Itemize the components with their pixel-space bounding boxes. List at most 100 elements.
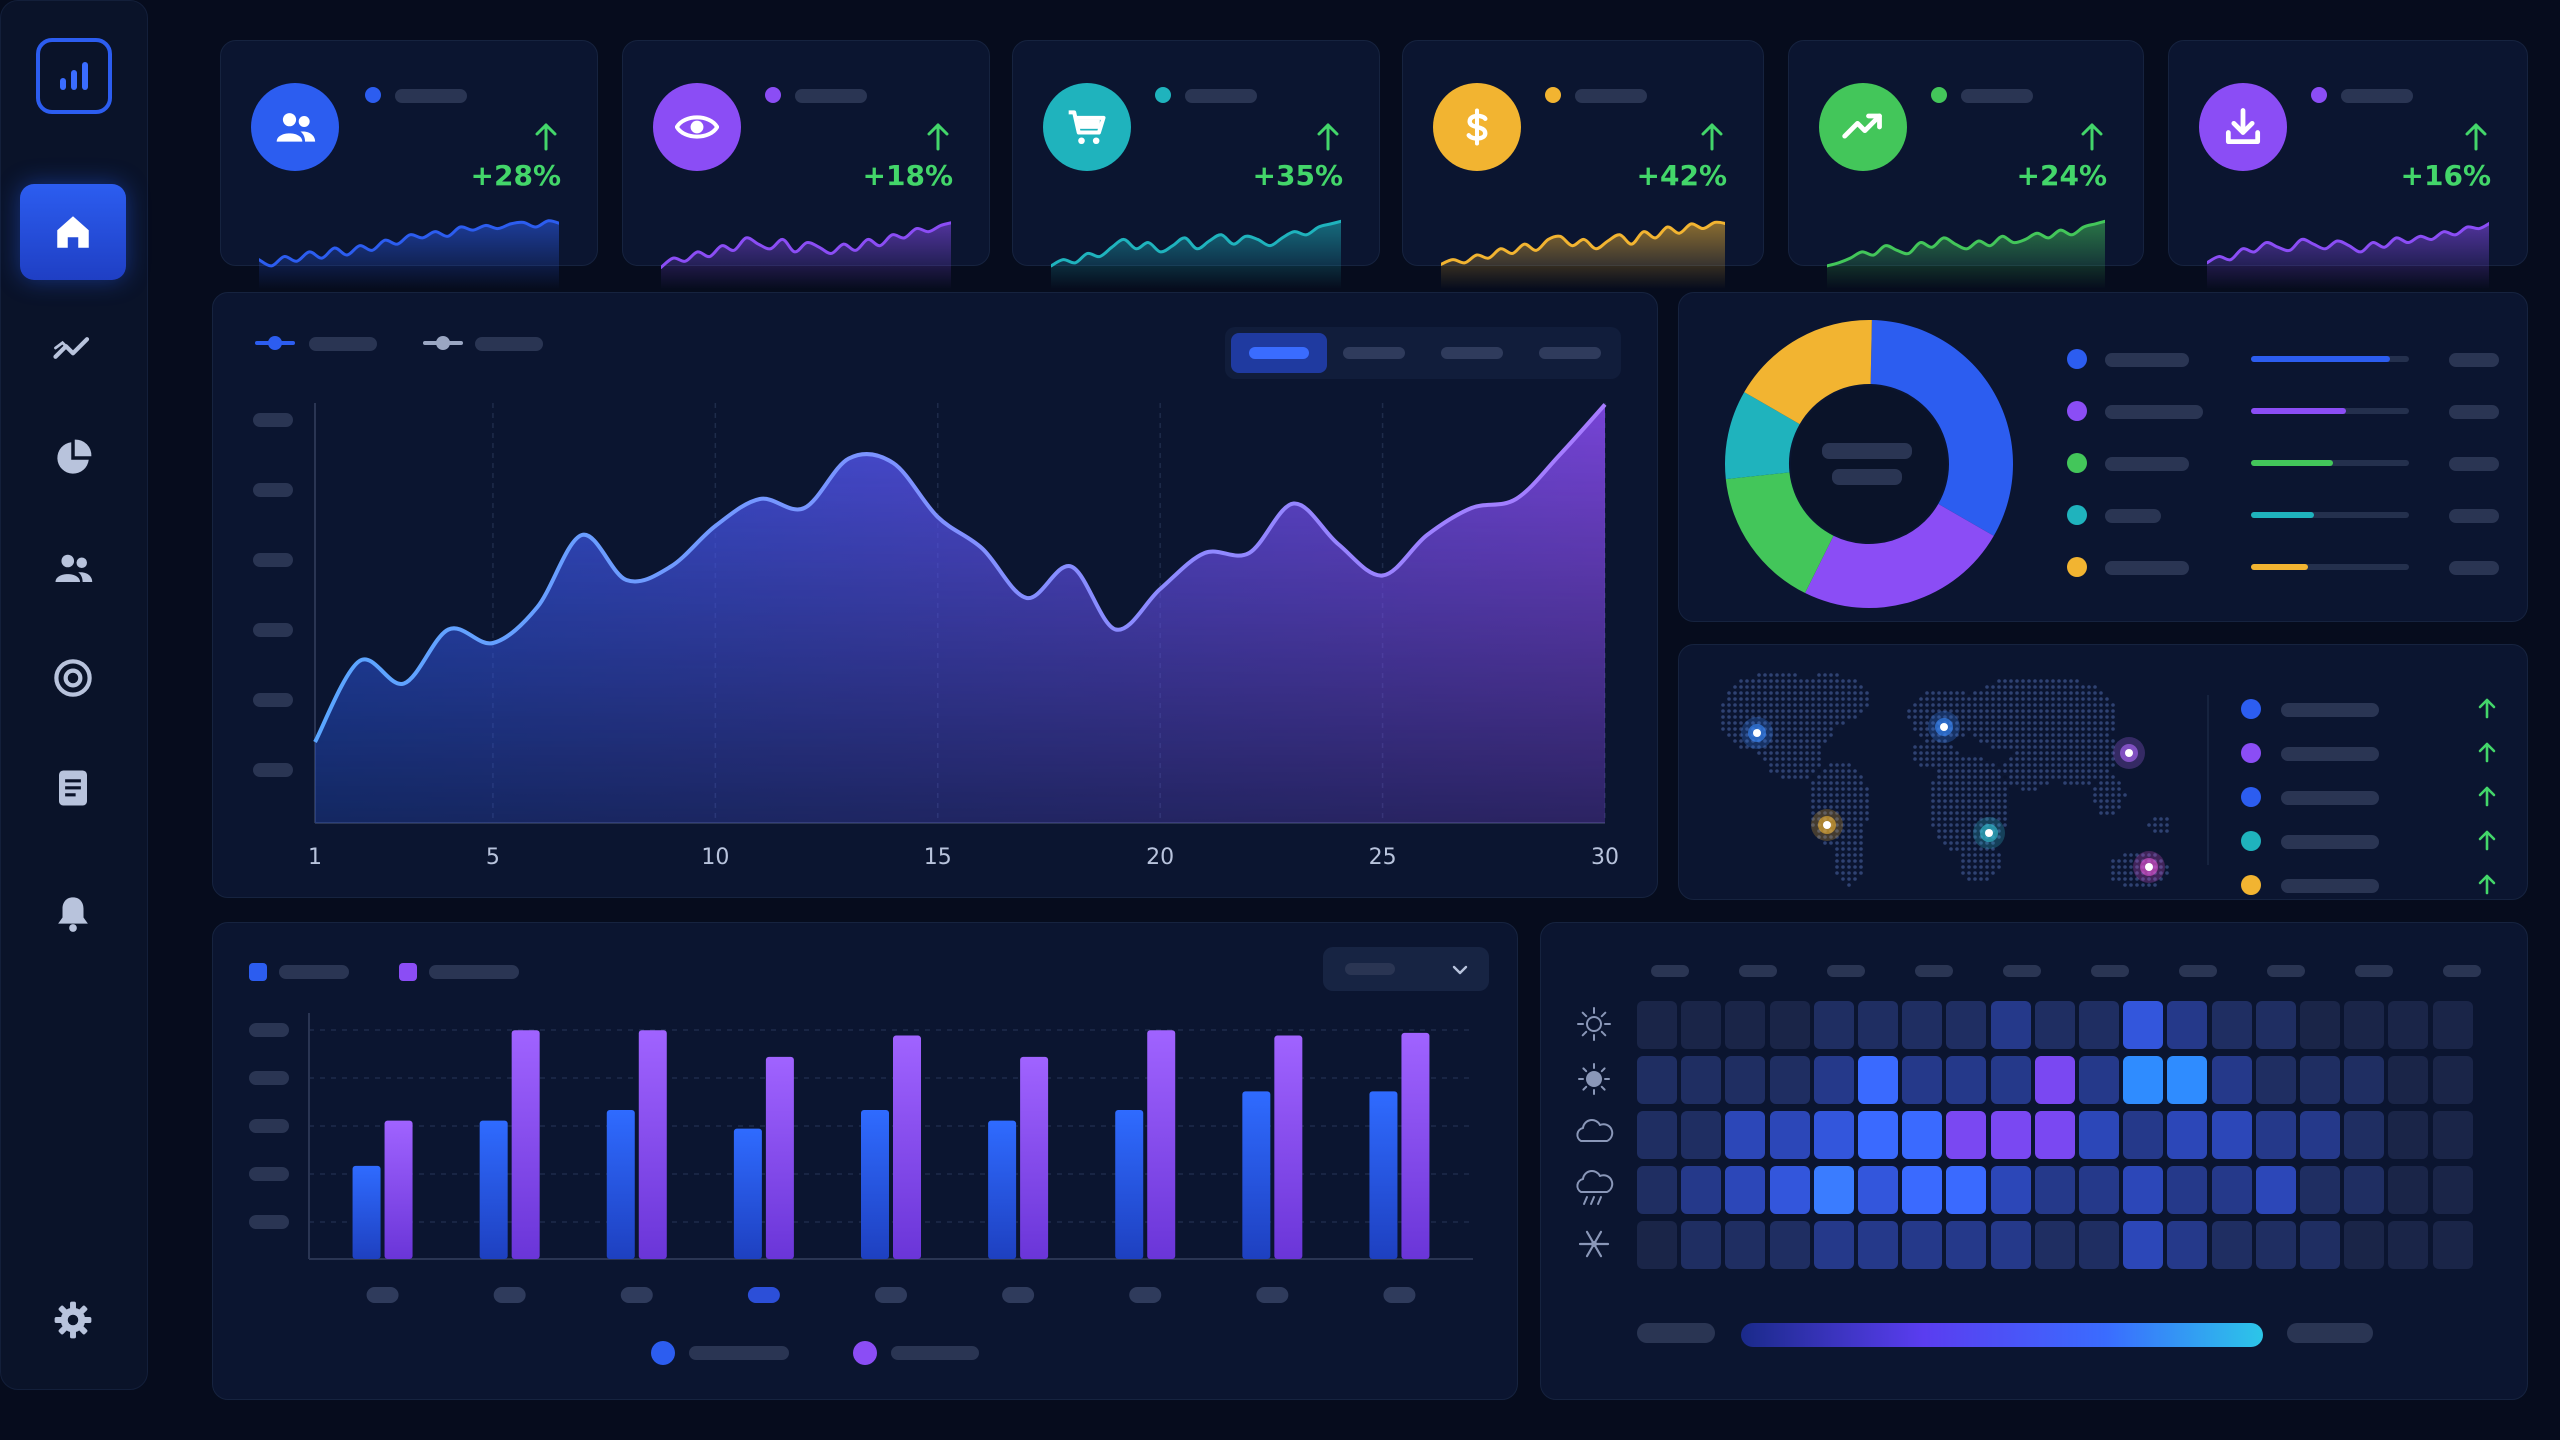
heatmap-cell[interactable] xyxy=(2211,1166,2252,1214)
heatmap-cell[interactable] xyxy=(2123,1111,2164,1159)
heatmap-cell[interactable] xyxy=(2432,1166,2473,1214)
bar-legend-series-1[interactable] xyxy=(249,961,359,981)
map-hotspot[interactable] xyxy=(1985,829,1993,837)
heatmap-cell[interactable] xyxy=(1990,1111,2031,1159)
donut-slice[interactable] xyxy=(1870,320,2013,536)
heatmap-cell[interactable] xyxy=(2432,1001,2473,1049)
heatmap-cell[interactable] xyxy=(1637,1056,1677,1104)
heatmap-cell[interactable] xyxy=(2034,1001,2075,1049)
kpi-card[interactable]: +24% xyxy=(1788,40,2144,289)
heatmap-cell[interactable] xyxy=(1637,1221,1677,1269)
heatmap-cell[interactable] xyxy=(1725,1111,1766,1159)
bar-series-1[interactable] xyxy=(733,1128,762,1259)
area-series-line[interactable] xyxy=(313,403,1607,743)
bar-series-2[interactable] xyxy=(893,1035,921,1259)
heatmap-cell[interactable] xyxy=(2344,1056,2385,1104)
heatmap-cell[interactable] xyxy=(1902,1111,1943,1159)
app-logo[interactable] xyxy=(36,38,112,114)
heatmap-cell[interactable] xyxy=(2255,1221,2296,1269)
heatmap-cell[interactable] xyxy=(2255,1001,2296,1049)
sidebar-item-analytics[interactable] xyxy=(20,300,126,396)
heatmap-cell[interactable] xyxy=(1637,1001,1677,1049)
heatmap-cell[interactable] xyxy=(1725,1166,1766,1214)
bar-series-1[interactable] xyxy=(1115,1110,1144,1259)
donut-slice[interactable] xyxy=(1744,320,1872,425)
heatmap-cell[interactable] xyxy=(1902,1001,1943,1049)
heatmap-cell[interactable] xyxy=(2432,1111,2473,1159)
kpi-card[interactable]: +28% xyxy=(220,40,598,289)
heatmap-cell[interactable] xyxy=(2211,1111,2252,1159)
heatmap-cell[interactable] xyxy=(1813,1221,1854,1269)
bar-series-2[interactable] xyxy=(1020,1056,1049,1259)
sidebar-item-settings[interactable] xyxy=(20,1272,126,1368)
heatmap-cell[interactable] xyxy=(2388,1166,2429,1214)
map-hotspot[interactable] xyxy=(1823,821,1831,829)
donut-legend-row[interactable] xyxy=(2067,505,2499,527)
heatmap-cell[interactable] xyxy=(2211,1221,2252,1269)
heatmap-cell[interactable] xyxy=(2167,1166,2208,1214)
bar-series-2[interactable] xyxy=(1401,1032,1430,1259)
heatmap-cell[interactable] xyxy=(1769,1111,1810,1159)
legend-series-2[interactable] xyxy=(423,333,553,353)
range-option-3[interactable] xyxy=(1441,347,1503,359)
heatmap-cell[interactable] xyxy=(1858,1166,1898,1214)
sidebar-item-users[interactable] xyxy=(20,520,126,616)
heatmap-cell[interactable] xyxy=(1858,1056,1898,1104)
bar-series-1[interactable] xyxy=(479,1120,508,1259)
map-hotspot[interactable] xyxy=(2145,863,2153,871)
heatmap-cell[interactable] xyxy=(2211,1056,2252,1104)
donut-slice[interactable] xyxy=(1725,392,1800,480)
heatmap-cell[interactable] xyxy=(2388,1111,2429,1159)
heatmap-cell[interactable] xyxy=(1681,1221,1722,1269)
heatmap-cell[interactable] xyxy=(1769,1001,1810,1049)
bar-series-2[interactable] xyxy=(1274,1035,1303,1259)
heatmap-cell[interactable] xyxy=(2388,1221,2429,1269)
heatmap-cell[interactable] xyxy=(2167,1056,2208,1104)
region-legend-row[interactable] xyxy=(2241,741,2509,765)
range-option-2[interactable] xyxy=(1343,347,1405,359)
heatmap-cell[interactable] xyxy=(2034,1056,2075,1104)
heatmap-cell[interactable] xyxy=(1946,1166,1987,1214)
heatmap-cell[interactable] xyxy=(2432,1221,2473,1269)
sidebar-item-goals[interactable] xyxy=(20,630,126,726)
heatmap-cell[interactable] xyxy=(2300,1111,2340,1159)
heatmap-cell[interactable] xyxy=(1725,1221,1766,1269)
heatmap-cell[interactable] xyxy=(1858,1001,1898,1049)
sidebar-item-home[interactable] xyxy=(20,184,126,280)
donut-slice[interactable] xyxy=(1805,503,1994,608)
heatmap-cell[interactable] xyxy=(2034,1221,2075,1269)
heatmap-cell[interactable] xyxy=(1858,1111,1898,1159)
heatmap-cell[interactable] xyxy=(1946,1001,1987,1049)
heatmap-cell[interactable] xyxy=(2034,1111,2075,1159)
bar-series-2[interactable] xyxy=(765,1056,794,1259)
bar-series-2[interactable] xyxy=(1147,1030,1176,1259)
heatmap-cell[interactable] xyxy=(1637,1111,1677,1159)
bar-series-1[interactable] xyxy=(352,1165,381,1259)
region-legend-row[interactable] xyxy=(2241,697,2509,721)
donut-legend-row[interactable] xyxy=(2067,401,2499,423)
heatmap-cell[interactable] xyxy=(2167,1221,2208,1269)
bar-series-1[interactable] xyxy=(988,1120,1017,1259)
heatmap-cell[interactable] xyxy=(2123,1056,2164,1104)
heatmap-cell[interactable] xyxy=(2344,1221,2385,1269)
heatmap-cell[interactable] xyxy=(1725,1056,1766,1104)
kpi-card[interactable]: +35% xyxy=(1012,40,1380,289)
heatmap-cell[interactable] xyxy=(2167,1111,2208,1159)
heatmap-cell[interactable] xyxy=(1813,1056,1854,1104)
range-option-1[interactable] xyxy=(1231,333,1327,373)
heatmap-cell[interactable] xyxy=(1902,1221,1943,1269)
heatmap-cell[interactable] xyxy=(2079,1111,2119,1159)
heatmap-cell[interactable] xyxy=(2432,1056,2473,1104)
heatmap-cell[interactable] xyxy=(1681,1001,1722,1049)
heatmap-cell[interactable] xyxy=(1902,1056,1943,1104)
heatmap-cell[interactable] xyxy=(2388,1001,2429,1049)
bar-series-2[interactable] xyxy=(638,1030,667,1259)
heatmap-cell[interactable] xyxy=(2167,1001,2208,1049)
region-legend-row[interactable] xyxy=(2241,829,2509,853)
heatmap-cell[interactable] xyxy=(1681,1111,1722,1159)
donut-legend-row[interactable] xyxy=(2067,557,2499,579)
heatmap-cell[interactable] xyxy=(1769,1166,1810,1214)
bar-series-1[interactable] xyxy=(1242,1091,1271,1259)
bar-legend-series-2[interactable] xyxy=(399,961,539,981)
heatmap-cell[interactable] xyxy=(1946,1056,1987,1104)
